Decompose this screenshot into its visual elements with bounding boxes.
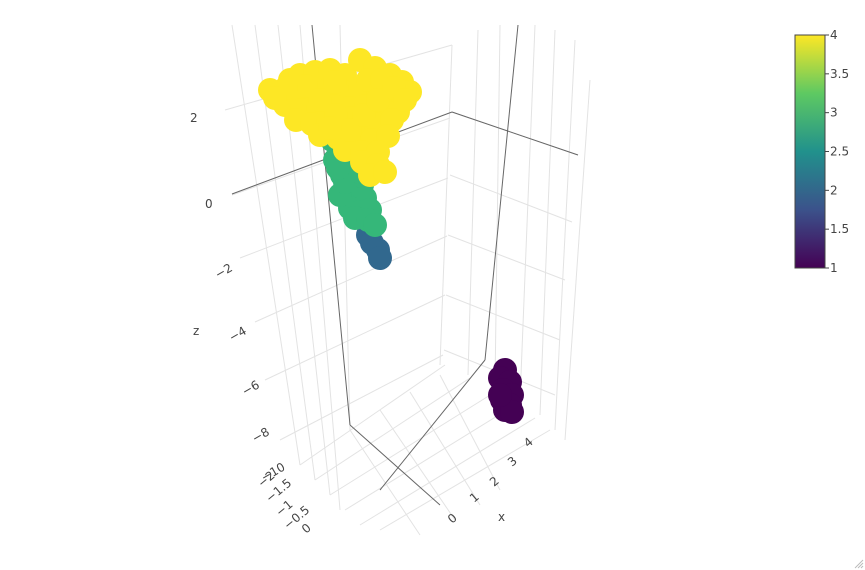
data-point[interactable]: [338, 118, 362, 142]
colorbar-tick-label: 1: [830, 261, 838, 275]
x-tick-label: 0: [445, 511, 460, 527]
colorbar-tick-label: 4: [830, 28, 838, 42]
data-point[interactable]: [393, 88, 417, 112]
x-axis-title: x: [498, 510, 505, 524]
z-axis-ticks: 2 0 −2 −4 −6 −8 −10: [190, 111, 287, 485]
y-tick-label: 0: [299, 521, 314, 537]
data-point[interactable]: [263, 86, 287, 110]
colorbar-tick-label: 2: [830, 183, 838, 197]
data-point[interactable]: [352, 103, 376, 127]
grid-floor: [299, 364, 551, 536]
data-point[interactable]: [326, 156, 350, 180]
data-point[interactable]: [368, 246, 392, 270]
x-tick-label: 2: [487, 474, 502, 490]
x-tick-label: 4: [521, 435, 536, 451]
colorbar-tick-label: 1.5: [830, 222, 849, 236]
grid-back-wall: [439, 24, 591, 441]
data-point[interactable]: [363, 213, 387, 237]
z-tick-label: 2: [190, 111, 198, 125]
z-tick-label: 0: [205, 197, 213, 211]
data-point[interactable]: [488, 383, 512, 407]
colorbar-tick-label: 3: [830, 106, 838, 120]
x-tick-label: 3: [505, 454, 520, 470]
data-point[interactable]: [323, 70, 347, 94]
z-axis-title: z: [193, 324, 199, 338]
resize-handle-icon[interactable]: [854, 559, 864, 569]
colorbar-tick-label: 2.5: [830, 145, 849, 159]
data-point[interactable]: [500, 400, 524, 424]
colorbar: 4 3.5 3 2.5 2 1.5 1: [794, 28, 849, 275]
data-point[interactable]: [318, 116, 342, 140]
z-tick-label: −6: [240, 378, 262, 399]
x-tick-label: 1: [467, 490, 482, 506]
data-point[interactable]: [308, 88, 332, 112]
z-tick-label: −2: [213, 261, 235, 282]
z-tick-label: −8: [250, 425, 272, 446]
colorbar-tick-label: 3.5: [830, 67, 849, 81]
y-axis-ticks: −2 −1.5 −1 −0.5 0: [255, 468, 314, 536]
scatter-points[interactable]: [258, 48, 524, 424]
z-tick-label: −4: [227, 324, 249, 345]
colorbar-gradient: [794, 34, 826, 269]
x-axis-ticks: 0 1 2 3 4: [445, 435, 536, 527]
data-point[interactable]: [373, 160, 397, 184]
